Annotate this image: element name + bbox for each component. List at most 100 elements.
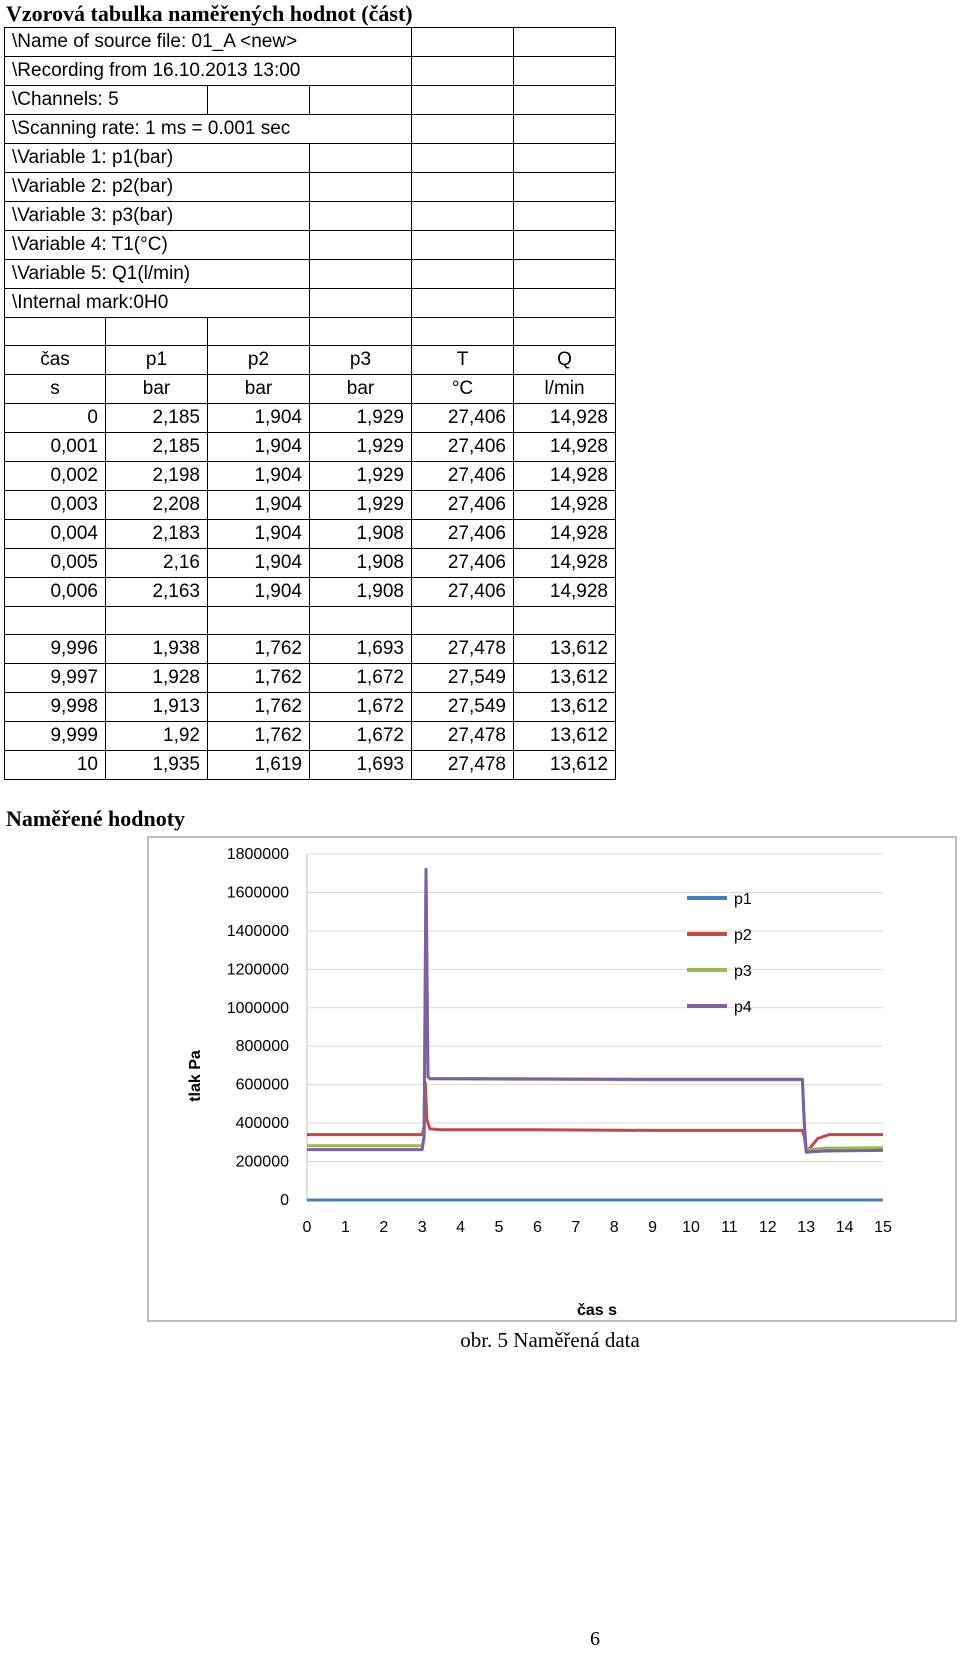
empty-cell: [4, 606, 106, 635]
table-cell: 14,928: [513, 548, 616, 578]
legend-label-p2: p2: [734, 927, 752, 944]
table-cell: 0,002: [4, 461, 106, 491]
empty-cell: [411, 85, 514, 115]
table-cell: 1,92: [105, 721, 208, 751]
table-cell: 1,762: [207, 663, 310, 693]
table-cell: 1,908: [309, 548, 412, 578]
legend-label-p4: p4: [734, 999, 752, 1016]
y-tick-label: 200000: [236, 1154, 289, 1171]
empty-cell: [309, 201, 412, 231]
table-cell: 13,612: [513, 692, 616, 722]
column-header: Q: [513, 345, 616, 375]
empty-cell: [513, 317, 616, 346]
empty-cell: [411, 56, 514, 86]
table-cell: 1,762: [207, 692, 310, 722]
table-cell: 2,163: [105, 577, 208, 607]
empty-cell: [411, 201, 514, 231]
y-tick-label: 1000000: [227, 1000, 289, 1017]
table-cell: 27,549: [411, 692, 514, 722]
empty-cell: [513, 172, 616, 202]
empty-cell: [309, 85, 412, 115]
header-info-cell: \Recording from 16.10.2013 13:00: [4, 56, 412, 86]
x-tick-label: 14: [836, 1219, 854, 1236]
header-info-cell: \Variable 3: p3(bar): [4, 201, 310, 231]
empty-cell: [513, 201, 616, 231]
header-info-cell: \Variable 5: Q1(l/min): [4, 259, 310, 289]
table-cell: 9,996: [4, 634, 106, 664]
empty-cell: [309, 143, 412, 173]
table-cell: 9,997: [4, 663, 106, 693]
empty-cell: [207, 85, 310, 115]
empty-cell: [105, 606, 208, 635]
x-tick-label: 15: [874, 1219, 892, 1236]
series-line-p2: [307, 1081, 883, 1152]
table-cell: 27,406: [411, 519, 514, 549]
column-unit: l/min: [513, 374, 616, 404]
table-cell: 1,908: [309, 519, 412, 549]
empty-cell: [513, 259, 616, 289]
table-cell: 1,935: [105, 750, 208, 780]
table-row: 0,002 2,198 1,904 1,929 27,406 14,928: [4, 461, 616, 491]
table-cell: 2,183: [105, 519, 208, 549]
empty-cell: [309, 606, 412, 635]
table-cell: 14,928: [513, 490, 616, 520]
x-tick-label: 10: [682, 1219, 700, 1236]
header-info-cell: \Channels: 5: [4, 85, 208, 115]
header-info-cell: \Name of source file: 01_A <new>: [4, 27, 412, 57]
table-cell: 1,672: [309, 692, 412, 722]
table-cell: 1,908: [309, 577, 412, 607]
header-info-row: \Variable 1: p1(bar): [4, 143, 616, 173]
column-header: p2: [207, 345, 310, 375]
table-cell: 14,928: [513, 519, 616, 549]
y-tick-label: 1800000: [227, 846, 289, 863]
table-cell: 2,16: [105, 548, 208, 578]
table-cell: 27,478: [411, 750, 514, 780]
table-cell: 14,928: [513, 577, 616, 607]
pressure-chart: 0 200000 400000 600000 800000 1000000 1200000 1…: [147, 836, 957, 1322]
section-title: Naměřené hodnoty: [6, 806, 186, 831]
empty-cell: [309, 259, 412, 289]
y-tick-label: 600000: [236, 1077, 289, 1094]
table-cell: 27,406: [411, 490, 514, 520]
y-tick-label: 800000: [236, 1038, 289, 1055]
table-row: 0,005 2,16 1,904 1,908 27,406 14,928: [4, 548, 616, 578]
table-cell: 27,406: [411, 548, 514, 578]
table-cell: 1,762: [207, 721, 310, 751]
table-cell: 1,672: [309, 663, 412, 693]
header-info-cell: \Scanning rate: 1 ms = 0.001 sec: [4, 114, 412, 144]
empty-cell: [309, 230, 412, 260]
x-tick-label: 5: [495, 1219, 504, 1236]
table-cell: 27,478: [411, 634, 514, 664]
table-cell: 1,672: [309, 721, 412, 751]
x-axis-label: čas s: [577, 1302, 617, 1319]
legend-label-p1: p1: [734, 891, 752, 908]
legend: p1 p2 p3 p4: [687, 891, 752, 1016]
table-cell: 1,928: [105, 663, 208, 693]
x-tick-label: 3: [418, 1219, 427, 1236]
empty-cell: [513, 114, 616, 144]
table-cell: 9,999: [4, 721, 106, 751]
empty-cell: [513, 143, 616, 173]
document-title: Vzorová tabulka naměřených hodnot (část): [6, 1, 413, 26]
empty-cell: [513, 27, 616, 57]
table-row: 0,003 2,208 1,904 1,929 27,406 14,928: [4, 490, 616, 520]
table-row: 9,999 1,92 1,762 1,672 27,478 13,612: [4, 721, 616, 751]
header-info-row: \Channels: 5: [4, 85, 616, 115]
series-lines: [307, 867, 884, 1202]
empty-cell: [411, 114, 514, 144]
table-cell: 1,693: [309, 634, 412, 664]
table-cell: 27,478: [411, 721, 514, 751]
empty-cell: [513, 606, 616, 635]
table-cell: 1,693: [309, 750, 412, 780]
table-cell: 0: [4, 403, 106, 433]
header-info-row: \Variable 5: Q1(l/min): [4, 259, 616, 289]
table-cell: 1,762: [207, 634, 310, 664]
header-info-row: \Recording from 16.10.2013 13:00: [4, 56, 616, 86]
table-cell: 2,185: [105, 432, 208, 462]
chart-svg: 0 200000 400000 600000 800000 1000000 1200000 1…: [187, 846, 892, 1319]
table-row: 9,996 1,938 1,762 1,693 27,478 13,612: [4, 634, 616, 664]
figure-caption: obr. 5 Naměřená data: [460, 1328, 640, 1352]
x-tick-label: 2: [379, 1219, 388, 1236]
empty-cell: [309, 288, 412, 318]
table-cell: 1,904: [207, 403, 310, 433]
